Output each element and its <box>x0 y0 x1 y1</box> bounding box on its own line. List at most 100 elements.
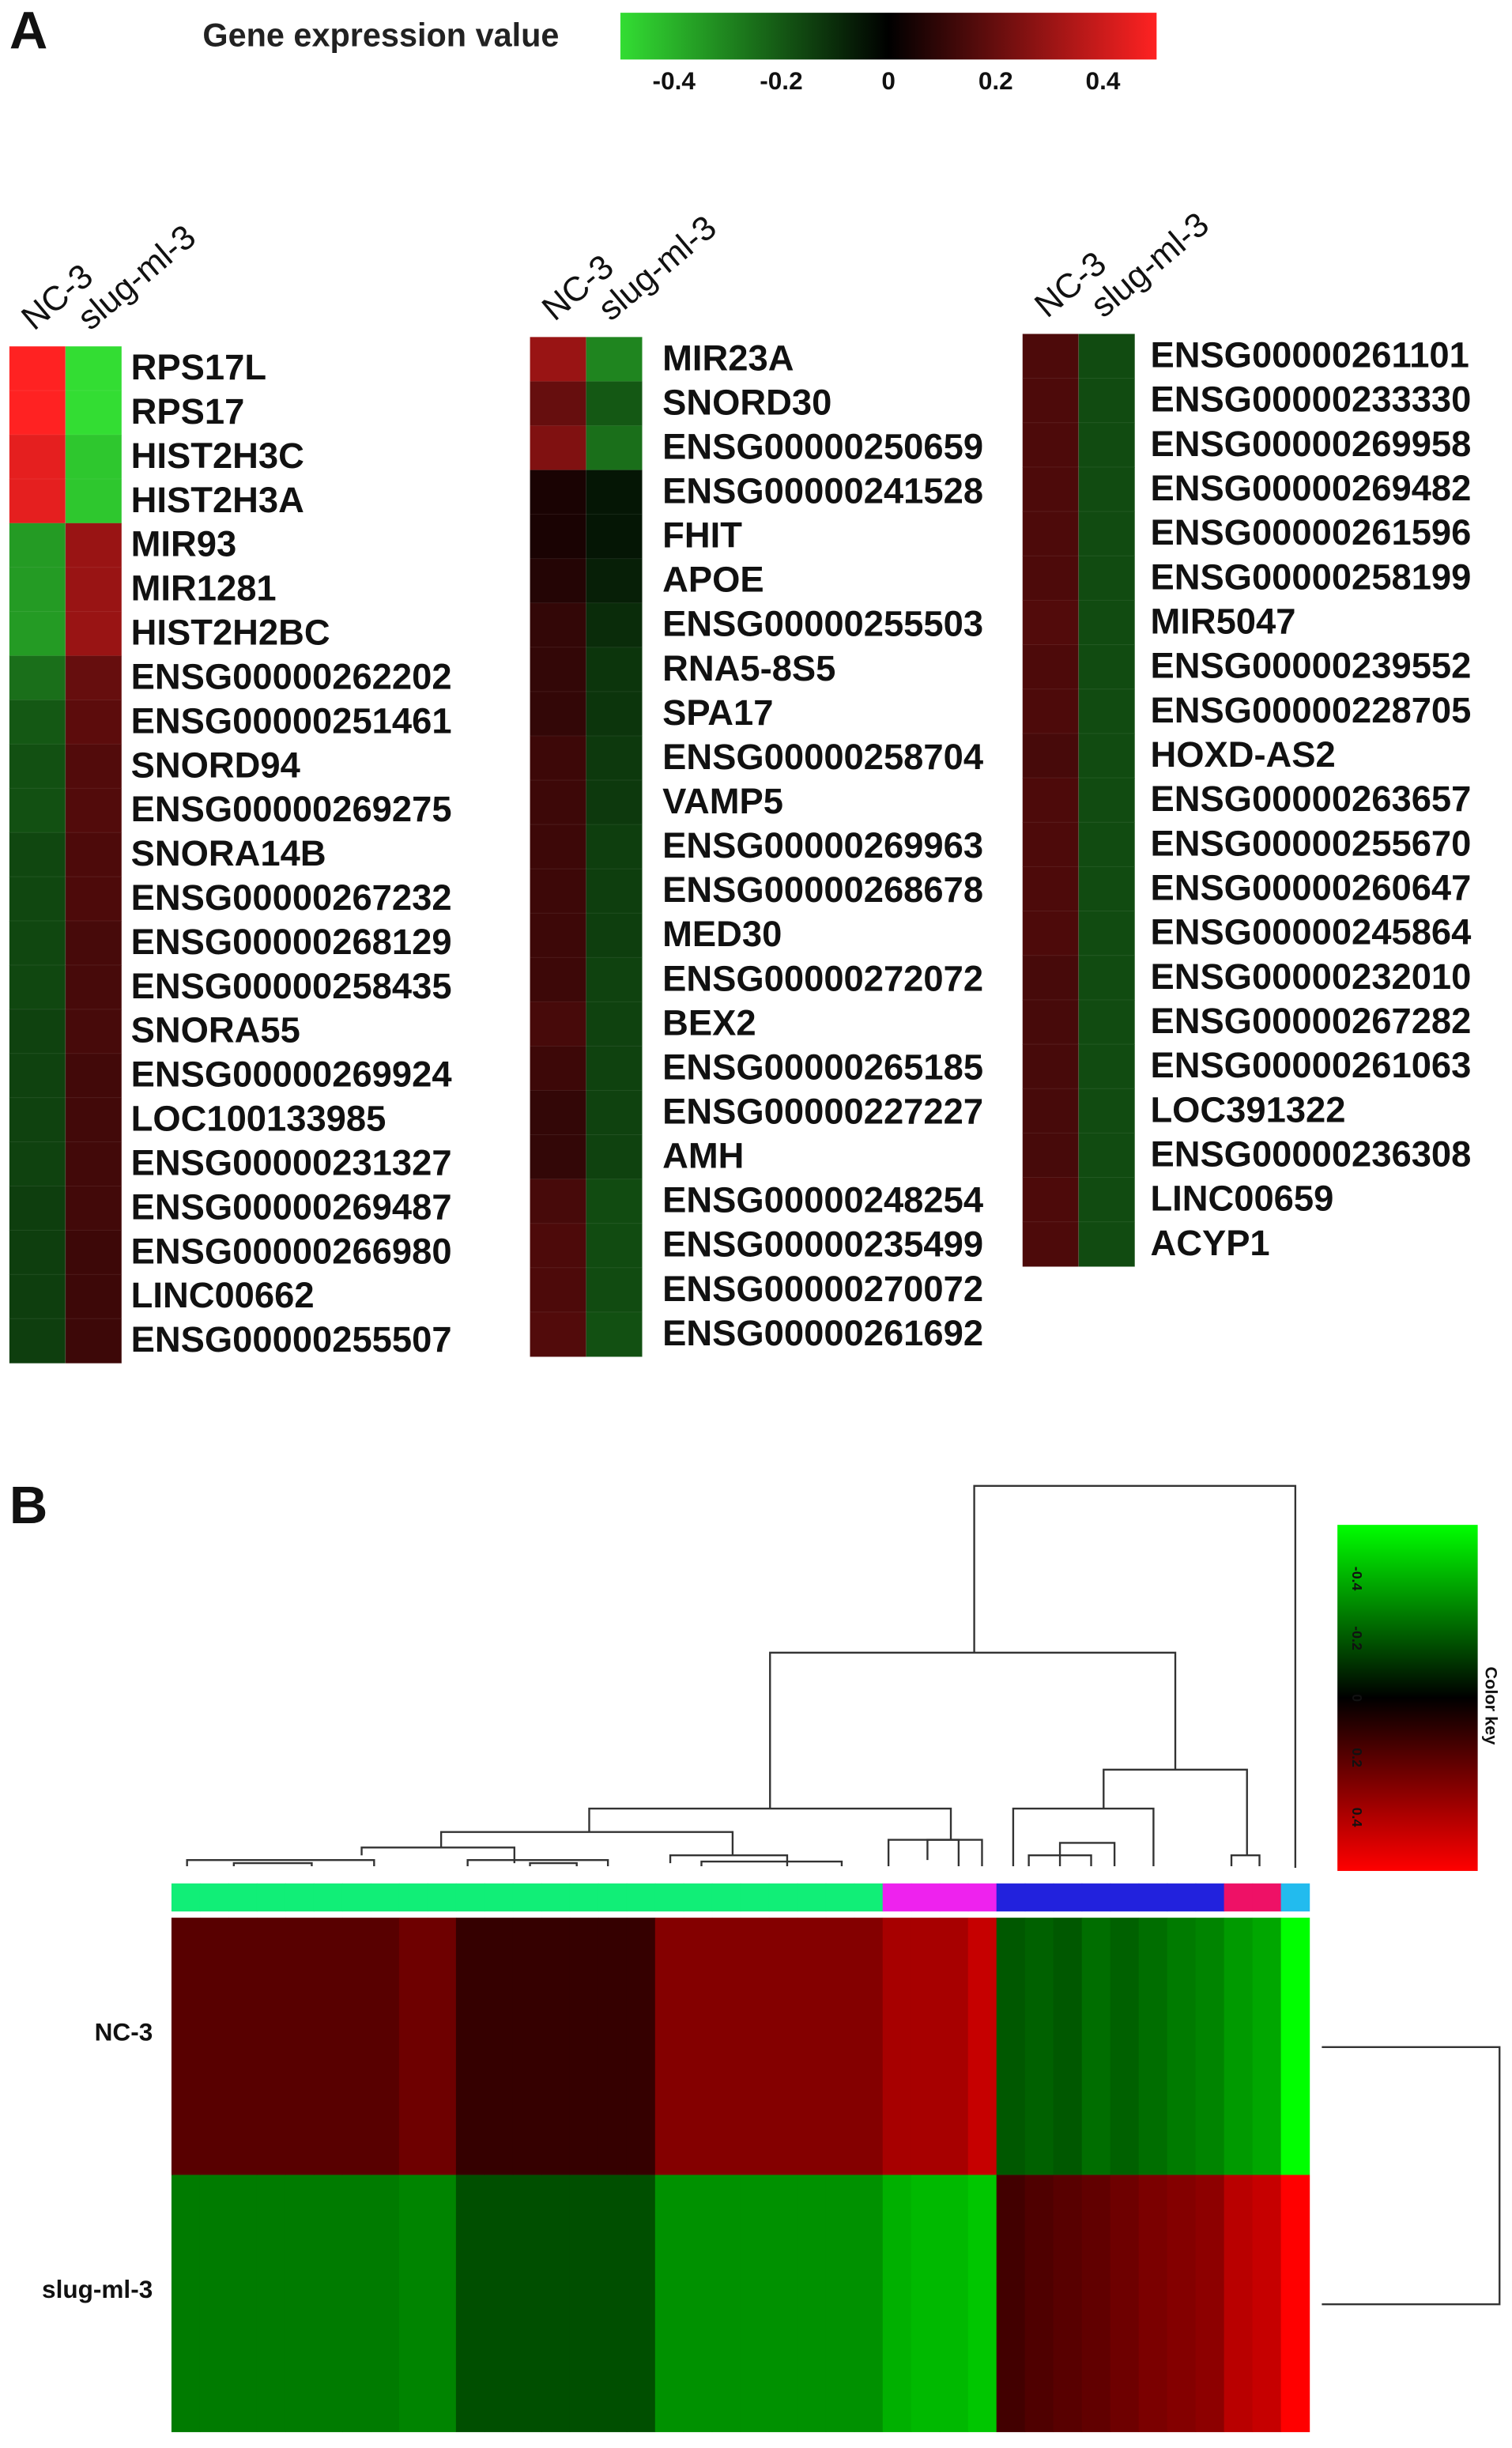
heatmap-cell <box>1022 688 1080 734</box>
row-label: LINC00662 <box>131 1275 315 1315</box>
cluster-bar <box>1224 1883 1254 1912</box>
heatmap-cell <box>1081 1918 1111 2175</box>
heatmap-cell <box>65 390 123 436</box>
cluster-bar <box>740 1883 770 1912</box>
cluster-bar <box>1081 1883 1111 1912</box>
heatmap-cell <box>882 2175 912 2432</box>
heatmap-cell <box>939 1918 969 2175</box>
heatmap-cell <box>740 2175 770 2432</box>
cluster-bar <box>256 1883 286 1912</box>
cluster-bar <box>1167 1883 1197 1912</box>
heatmap-cell <box>530 1090 587 1136</box>
heatmap-cell <box>586 602 643 648</box>
heatmap-cell <box>427 1918 457 2175</box>
heatmap-cell <box>1224 2175 1254 2432</box>
heatmap-cell <box>586 868 643 915</box>
heatmap-cell <box>825 2175 855 2432</box>
heatmap-cell <box>967 2175 997 2432</box>
row-label: MIR23A <box>662 338 794 378</box>
cluster-bar <box>1280 1883 1310 1912</box>
heatmap-cell <box>530 1179 587 1224</box>
heatmap-cell <box>768 2175 798 2432</box>
heatmap-cell <box>586 956 643 1003</box>
heatmap-cell <box>586 1179 643 1224</box>
heatmap-cell <box>199 2175 229 2432</box>
heatmap-cell <box>825 1918 855 2175</box>
heatmap-cell <box>1022 378 1080 424</box>
row-label: ENSG00000267232 <box>131 877 452 918</box>
heatmap-cell <box>9 1185 66 1232</box>
column-dendrogram <box>186 1484 1297 1869</box>
heatmap-cell <box>1078 777 1136 824</box>
heatmap-cell <box>1078 1221 1136 1267</box>
row-label: ENSG00000239552 <box>1150 646 1471 686</box>
colorbar-tick-label: -0.4 <box>653 66 696 95</box>
heatmap-cell <box>1078 378 1136 424</box>
row-label: LINC00659 <box>1150 1179 1333 1219</box>
heatmap-cell <box>586 779 643 826</box>
row-label: ENSG00000255507 <box>131 1319 452 1360</box>
heatmap-cell <box>370 2175 400 2432</box>
colorbar-tick-label: 0.2 <box>1349 1748 1365 1767</box>
row-label: ENSG00000269275 <box>131 789 452 829</box>
heatmap-cell <box>512 2175 542 2432</box>
heatmap-cell <box>1053 1918 1083 2175</box>
heatmap-cell <box>1195 1918 1225 2175</box>
row-label: RNA5-8S5 <box>662 648 835 688</box>
heatmap-cell <box>1024 2175 1054 2432</box>
row-label: ENSG00000261692 <box>662 1313 983 1353</box>
heatmap-cell <box>1138 2175 1168 2432</box>
heatmap-cell <box>1280 1918 1310 2175</box>
heatmap-cell <box>65 1141 123 1187</box>
panel-label: A <box>9 1 47 60</box>
heatmap-cell <box>1022 777 1080 824</box>
cluster-bar <box>171 1883 201 1912</box>
heatmap-cell <box>530 912 587 959</box>
heatmap-cell <box>65 1273 123 1320</box>
heatmap-cell <box>1078 422 1136 468</box>
heatmap-cell <box>1252 2175 1282 2432</box>
heatmap-cell <box>1078 999 1136 1046</box>
cluster-bar <box>598 1883 628 1912</box>
heatmap-cell <box>530 824 587 870</box>
row-label: ENSG00000258704 <box>662 737 983 777</box>
heatmap-cell <box>1280 2175 1310 2432</box>
heatmap-cell <box>854 1918 884 2175</box>
heatmap-cell <box>1078 955 1136 1001</box>
cluster-bar <box>967 1883 997 1912</box>
heatmap-cell <box>9 1229 66 1276</box>
colorbar-tick-label: 0.4 <box>1086 66 1121 95</box>
heatmap-cell <box>586 514 643 560</box>
heatmap-cell <box>228 1918 258 2175</box>
row-label: FHIT <box>662 515 742 556</box>
heatmap-cell <box>967 1918 997 2175</box>
heatmap-cell <box>996 2175 1026 2432</box>
heatmap-cell <box>9 787 66 834</box>
cluster-bar <box>1195 1883 1225 1912</box>
heatmap-cell <box>484 1918 514 2175</box>
heatmap-cell <box>512 1918 542 2175</box>
row-label: ENSG00000269487 <box>131 1186 452 1227</box>
heatmap-cell <box>1078 733 1136 779</box>
heatmap-cell <box>65 1185 123 1232</box>
row-label: ENSG00000269482 <box>1150 468 1471 508</box>
row-label: SNORD30 <box>662 382 831 422</box>
cluster-bar <box>1024 1883 1054 1912</box>
heatmap-cell <box>398 2175 428 2432</box>
panel-label: B <box>9 1476 47 1535</box>
heatmap-cell <box>586 1311 643 1358</box>
heatmap-cell <box>455 2175 485 2432</box>
heatmap-cell <box>1078 333 1136 379</box>
colorbar-tick-label: 0 <box>881 66 896 95</box>
heatmap-cell <box>313 1918 343 2175</box>
row-label: BEX2 <box>662 1002 756 1043</box>
heatmap-cell <box>530 470 587 515</box>
heatmap-cell <box>1078 644 1136 690</box>
heatmap-cell <box>484 2175 514 2432</box>
heatmap-cell <box>1167 1918 1197 2175</box>
heatmap-cell <box>1022 1043 1080 1090</box>
cluster-bar <box>911 1883 941 1912</box>
heatmap-cell <box>65 478 123 524</box>
cluster-bar <box>1138 1883 1168 1912</box>
